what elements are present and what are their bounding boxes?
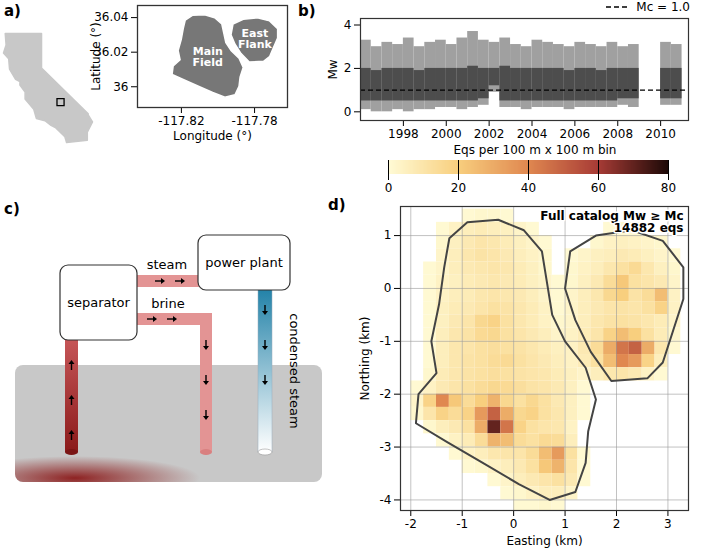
svg-text:-3: -3 [380, 440, 392, 454]
html-text:b): b) [298, 2, 316, 20]
svg-text:-117.78: -117.78 [231, 114, 277, 128]
svg-text:2006: 2006 [560, 127, 591, 141]
svg-text:steam: steam [147, 257, 188, 272]
svg-text:Latitude (°): Latitude (°) [89, 22, 103, 91]
html-text:Mc = 1.0: Mc = 1.0 [636, 0, 690, 14]
svg-text:-4: -4 [380, 493, 392, 507]
svg-text:-2: -2 [405, 517, 417, 531]
svg-text:0: 0 [385, 181, 393, 195]
svg-text:EastFlank: EastFlank [238, 27, 273, 51]
svg-text:Longitude (°): Longitude (°) [173, 129, 252, 143]
svg-text:2: 2 [613, 517, 621, 531]
html-text:c): c) [4, 200, 20, 218]
svg-text:2008: 2008 [602, 127, 633, 141]
svg-text:4: 4 [344, 18, 352, 32]
svg-text:0: 0 [384, 281, 392, 295]
svg-text:condensed steam: condensed steam [287, 313, 302, 428]
svg-text:2000: 2000 [431, 127, 462, 141]
svg-text:MainField: MainField [193, 45, 223, 69]
svg-text:brine: brine [151, 296, 184, 311]
svg-text:0: 0 [344, 105, 352, 119]
svg-text:60: 60 [591, 181, 606, 195]
svg-text:0: 0 [510, 517, 518, 531]
svg-text:36.02: 36.02 [94, 45, 129, 59]
svg-text:3: 3 [664, 517, 672, 531]
html-text:Eqs per 100 m x 100 m bin: Eqs per 100 m x 100 m bin [453, 143, 617, 157]
svg-text:power plant: power plant [205, 255, 282, 270]
svg-text:36: 36 [113, 80, 128, 94]
svg-text:2002: 2002 [474, 127, 505, 141]
svg-text:1: 1 [561, 517, 569, 531]
html-text:d): d) [328, 196, 346, 214]
svg-text:1998: 1998 [388, 127, 419, 141]
svg-text:2: 2 [344, 61, 352, 75]
svg-text:40: 40 [521, 181, 536, 195]
svg-text:Mw: Mw [326, 59, 340, 79]
svg-text:1: 1 [384, 228, 392, 242]
svg-text:20: 20 [451, 181, 466, 195]
svg-text:Full catalog Mw ≥ Mc14882 eqs: Full catalog Mw ≥ Mc14882 eqs [540, 209, 683, 235]
svg-text:separator: separator [67, 295, 130, 310]
svg-text:36.04: 36.04 [94, 10, 129, 25]
svg-text:-1: -1 [380, 334, 392, 348]
svg-text:-1: -1 [456, 517, 468, 531]
svg-text:-117.82: -117.82 [158, 114, 204, 128]
svg-text:Easting (km): Easting (km) [506, 534, 582, 548]
svg-text:Northing (km): Northing (km) [358, 317, 372, 401]
svg-text:2010: 2010 [645, 127, 676, 141]
svg-text:2004: 2004 [517, 127, 548, 141]
svg-text:80: 80 [661, 181, 676, 195]
html-text:a): a) [4, 2, 21, 20]
svg-text:-2: -2 [380, 387, 392, 401]
